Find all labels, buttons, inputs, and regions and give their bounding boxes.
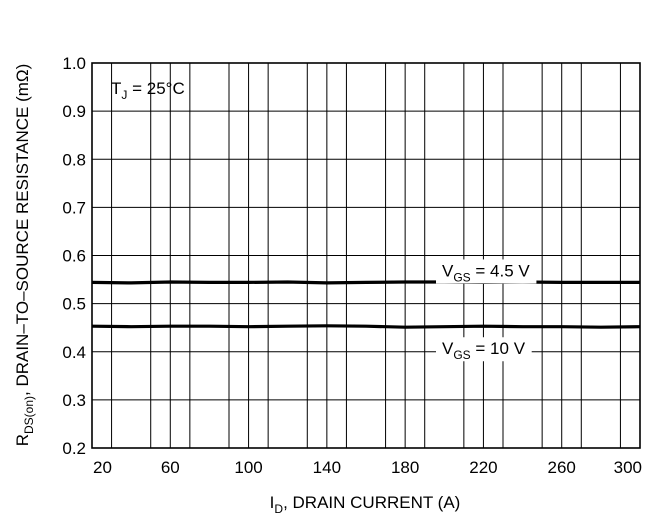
x-tick-label: 220 [469,458,497,477]
y-tick-label: 0.7 [62,198,86,217]
series-label-0: VGS = 4.5 V [442,261,530,284]
gridlines [92,63,640,448]
series-label-bg [436,337,532,362]
y-tick-label: 0.9 [62,102,86,121]
x-tick-label: 100 [234,458,262,477]
x-tick-label: 260 [548,458,576,477]
temperature-annotation: TJ = 25°C [111,79,185,102]
y-axis-label: RDS(on), DRAIN–TO–SOURCE RESISTANCE (mΩ) [13,64,36,447]
series-line-1 [91,324,641,329]
series-label-1: VGS = 10 V [442,339,526,362]
x-tick-label: 180 [391,458,419,477]
series-line-0 [91,280,640,285]
x-tick-label: 140 [313,458,341,477]
x-axis-label: ID, DRAIN CURRENT (A) [270,493,461,516]
y-tick-label: 0.5 [62,295,86,314]
y-tick-label: 1.0 [62,54,86,73]
x-tick-label: 60 [161,458,180,477]
series-lines: VGS = 4.5 V VGS = 10 V [91,259,641,362]
x-tick-label: 20 [93,458,112,477]
y-tick-label: 0.2 [62,439,86,458]
x-tick-labels: 20 60 100 140 180 220 260 300 [93,458,642,477]
y-tick-label: 0.6 [62,247,86,266]
y-tick-label: 0.4 [62,343,86,362]
x-tick-label: 300 [614,458,642,477]
y-tick-labels: 0.2 0.3 0.4 0.5 0.6 0.7 0.8 0.9 1.0 [62,54,86,458]
series-label-bg [436,259,537,284]
y-tick-label: 0.3 [62,391,86,410]
y-tick-label: 0.8 [62,150,86,169]
